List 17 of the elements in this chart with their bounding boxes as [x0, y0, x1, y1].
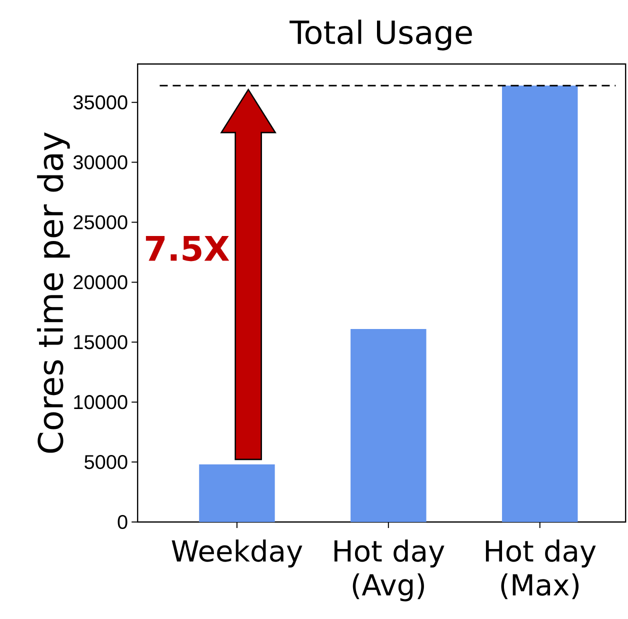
bar [350, 328, 426, 522]
x-tick-label: Hot day (Avg) [334, 540, 444, 602]
bar [502, 86, 578, 522]
y-tick-label: 10000 [74, 395, 128, 410]
annotation: 7.5X [146, 236, 230, 262]
y-tick-label: 25000 [74, 215, 128, 230]
y-axis-title: Cores time per day [37, 132, 70, 453]
y-tick-label: 30000 [73, 155, 128, 170]
y-tick-label: 20000 [74, 275, 128, 290]
x-tick-label: Hot day (Max) [486, 540, 596, 600]
x-tick-label: Weekday [172, 540, 302, 568]
y-tick-label: 0 [118, 514, 128, 530]
y-tick-label: 15000 [74, 335, 128, 350]
chart-title: Total Usage [290, 20, 472, 50]
bar [199, 464, 275, 522]
y-tick-label: 5000 [84, 454, 128, 470]
y-tick-label: 35000 [73, 95, 128, 110]
